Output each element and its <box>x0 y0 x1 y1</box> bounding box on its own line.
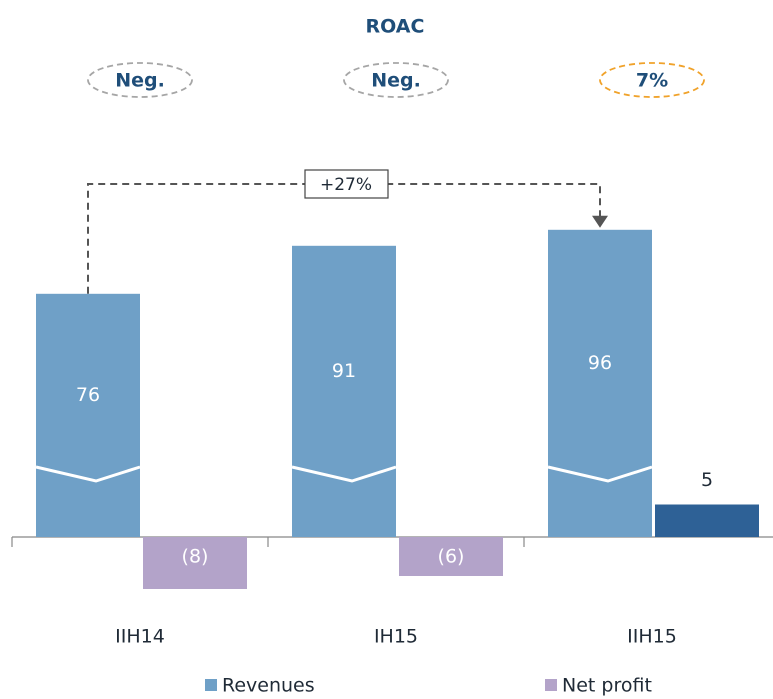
roac-title: ROAC <box>366 16 425 38</box>
value-label: 76 <box>76 384 100 406</box>
roac-label: Neg. <box>115 70 165 92</box>
legend-label: Net profit <box>562 675 652 697</box>
x-tick-label: IIH15 <box>627 626 677 648</box>
bar <box>399 537 503 576</box>
bar <box>36 293 140 537</box>
axis-break <box>291 465 397 483</box>
value-label: 5 <box>701 469 713 491</box>
bar <box>655 504 759 537</box>
x-tick-label: IH15 <box>374 626 418 648</box>
roac-ellipse <box>87 62 193 98</box>
bar <box>548 229 652 538</box>
value-label: 91 <box>332 360 356 382</box>
roac-ellipse <box>343 62 449 98</box>
growth-box <box>304 169 389 199</box>
value-label: 96 <box>588 352 612 374</box>
legend-swatch <box>545 679 557 691</box>
value-label: (6) <box>438 546 465 568</box>
arrow-head <box>592 215 608 228</box>
x-tick-label: IIH14 <box>115 626 165 648</box>
legend-swatch <box>205 679 217 691</box>
value-label: (8) <box>182 546 209 568</box>
axis-break <box>547 465 653 483</box>
legend-label: Revenues <box>222 675 315 697</box>
roac-label: 7% <box>636 70 668 92</box>
axis-break <box>35 465 141 483</box>
roac-ellipse <box>599 62 705 98</box>
bar <box>292 245 396 538</box>
roac-label: Neg. <box>371 70 421 92</box>
growth-label: +27% <box>320 175 372 195</box>
bar <box>143 537 247 589</box>
